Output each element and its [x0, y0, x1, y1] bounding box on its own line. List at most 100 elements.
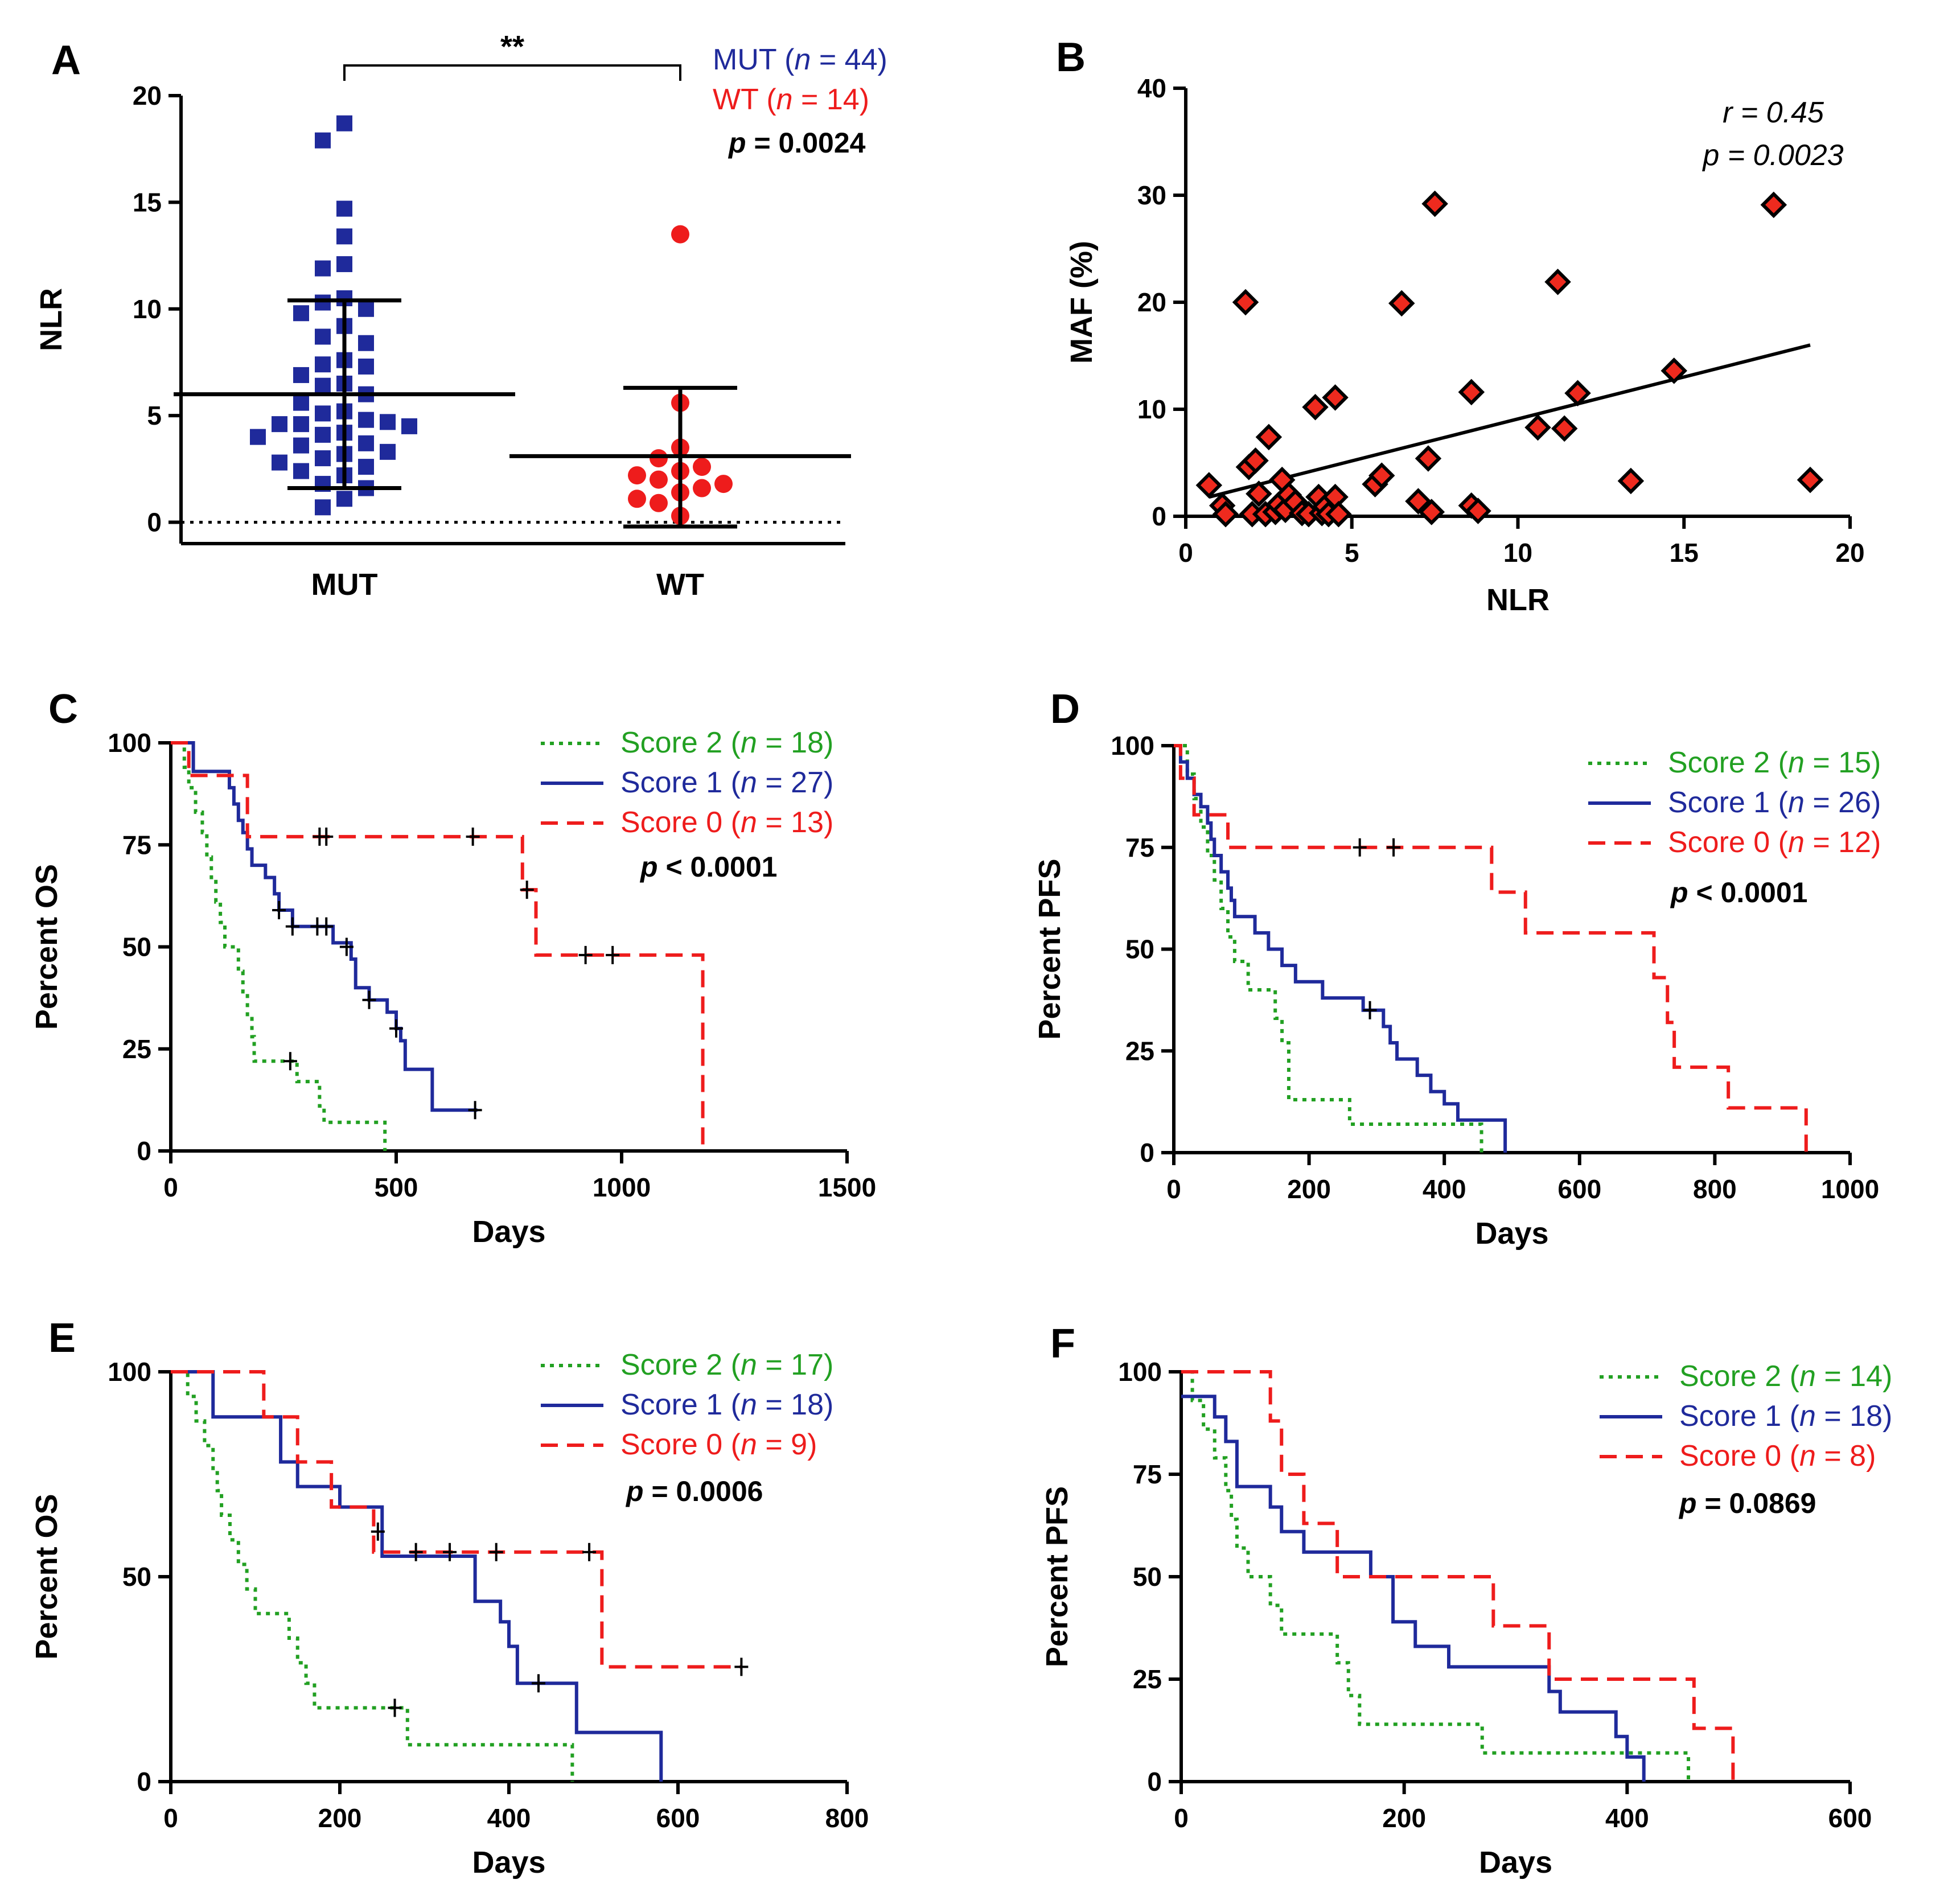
wt-data-point: [650, 470, 668, 489]
censor-mark: [319, 827, 334, 846]
y-tick-label: 50: [1125, 935, 1154, 964]
x-tick-label: 200: [318, 1803, 362, 1833]
x-tick-label: 0: [163, 1803, 178, 1833]
censor-mark: [285, 917, 299, 936]
legend-entry: Score 1 (n = 18): [620, 1388, 833, 1421]
y-tick-label: 0: [1152, 501, 1166, 531]
y-tick-label: 40: [1137, 73, 1166, 103]
y-tick-label: 100: [1111, 731, 1154, 760]
mut-data-point: [315, 260, 331, 277]
x-axis-title: Days: [1479, 1845, 1552, 1880]
y-tick-label: 0: [1147, 1767, 1162, 1796]
data-point-diamond: [1388, 290, 1415, 317]
significance-bracket: [343, 64, 681, 81]
legend-entry: Score 2 (n = 18): [620, 726, 833, 759]
censor-mark: [489, 1543, 503, 1561]
panel-letter: C: [48, 686, 78, 732]
panel-letter: A: [51, 38, 81, 83]
survival-curve-score-2: [1174, 744, 1483, 1153]
censor-mark: [1363, 1001, 1377, 1019]
panel-b: B 0 10 20 30 40 0 5 10 15 20 NLR MAF (%) r = 0.45 p = …: [1056, 35, 1865, 617]
mut-data-point: [358, 459, 374, 475]
y-tick-label: 25: [1133, 1664, 1162, 1694]
y-axis-title: Percent PFS: [1040, 1486, 1074, 1667]
panel-letter: F: [1050, 1321, 1075, 1367]
data-point-diamond: [1661, 357, 1687, 384]
p-value: p = 0.0024: [728, 127, 866, 159]
censor-mark: [578, 945, 593, 964]
mut-data-point: [380, 414, 396, 430]
data-point-diamond: [1418, 499, 1445, 525]
x-tick-label: 1000: [593, 1173, 651, 1202]
x-tick-label: 5: [1345, 538, 1359, 568]
mut-data-point: [315, 426, 331, 443]
y-tick-label: 10: [1137, 394, 1166, 424]
mut-data-point: [315, 450, 331, 467]
legend-entry: Score 2 (n = 15): [1668, 746, 1881, 779]
panel-f: F 0 25 50 75 100 0 200 400 600 Days Percent PFS Scor…: [1040, 1321, 1892, 1880]
legend-entry: Score 2 (n = 17): [620, 1348, 833, 1381]
censor-mark: [531, 1674, 545, 1693]
mut-data-point: [401, 418, 417, 434]
mut-data-point: [336, 115, 352, 131]
censor-mark: [606, 945, 620, 964]
mut-data-point: [293, 437, 309, 454]
x-tick-label: 200: [1382, 1803, 1426, 1833]
survival-curve-score-0: [171, 1370, 742, 1669]
mut-data-point: [358, 301, 374, 317]
y-tick-label: 0: [147, 508, 162, 537]
data-point-diamond: [1564, 380, 1591, 407]
data-point-diamond: [1524, 414, 1551, 441]
p-value: p = 0.0006: [625, 1475, 763, 1507]
significance-stars: **: [500, 30, 524, 64]
censor-mark: [1387, 838, 1401, 857]
y-tick-label: 5: [147, 401, 162, 430]
censor-mark: [468, 1101, 482, 1120]
x-tick-label: 1500: [818, 1173, 876, 1202]
y-axis-title: Percent OS: [30, 864, 64, 1030]
y-tick-label: 50: [122, 1562, 151, 1592]
data-point-diamond: [1421, 190, 1448, 217]
y-axis-title: Percent OS: [30, 1494, 64, 1659]
wt-data-point: [693, 479, 711, 497]
legend-entry: Score 0 (n = 13): [620, 806, 833, 839]
data-point-diamond: [1322, 384, 1349, 411]
x-tick-label: 400: [1605, 1803, 1649, 1833]
data-point-diamond: [1544, 269, 1571, 295]
x-axis-title: Days: [472, 1845, 545, 1880]
mut-data-point: [380, 443, 396, 460]
data-point-diamond: [1797, 466, 1824, 494]
survival-curve-score-0: [1174, 744, 1808, 1153]
x-tick-label: 800: [1693, 1174, 1737, 1204]
data-point-diamond: [1232, 289, 1259, 316]
wt-data-point: [650, 449, 668, 468]
y-tick-label: 0: [1140, 1138, 1154, 1167]
legend-entry: WT (n = 14): [713, 83, 869, 116]
y-tick-label: 50: [122, 932, 151, 962]
y-tick-label: 30: [1137, 180, 1166, 210]
censor-mark: [371, 1522, 385, 1541]
censor-mark: [339, 937, 354, 956]
x-tick-label: 0: [1166, 1174, 1181, 1204]
legend-entry: Score 0 (n = 8): [1679, 1440, 1876, 1473]
y-axis-title: Percent PFS: [1033, 858, 1067, 1039]
mut-data-point: [315, 377, 331, 394]
y-tick-label: 15: [133, 187, 162, 217]
y-tick-label: 0: [137, 1136, 151, 1166]
x-tick-label: 400: [1423, 1174, 1466, 1204]
legend-entry: Score 0 (n = 12): [1668, 826, 1881, 859]
censor-mark: [443, 1543, 457, 1561]
mut-data-point: [315, 132, 331, 149]
survival-curve-score-1: [1174, 744, 1507, 1153]
mut-data-point: [315, 328, 331, 345]
mut-data-point: [315, 405, 331, 422]
y-axis-title: MAF (%): [1065, 241, 1099, 364]
x-category-label: MUT: [311, 568, 378, 602]
mut-data-point: [250, 429, 266, 445]
y-axis-title: NLR: [34, 288, 68, 351]
x-axis-title: Days: [472, 1215, 545, 1249]
x-tick-label: 500: [375, 1173, 418, 1202]
x-tick-label: 10: [1503, 538, 1532, 568]
data-point-diamond: [1551, 415, 1578, 442]
